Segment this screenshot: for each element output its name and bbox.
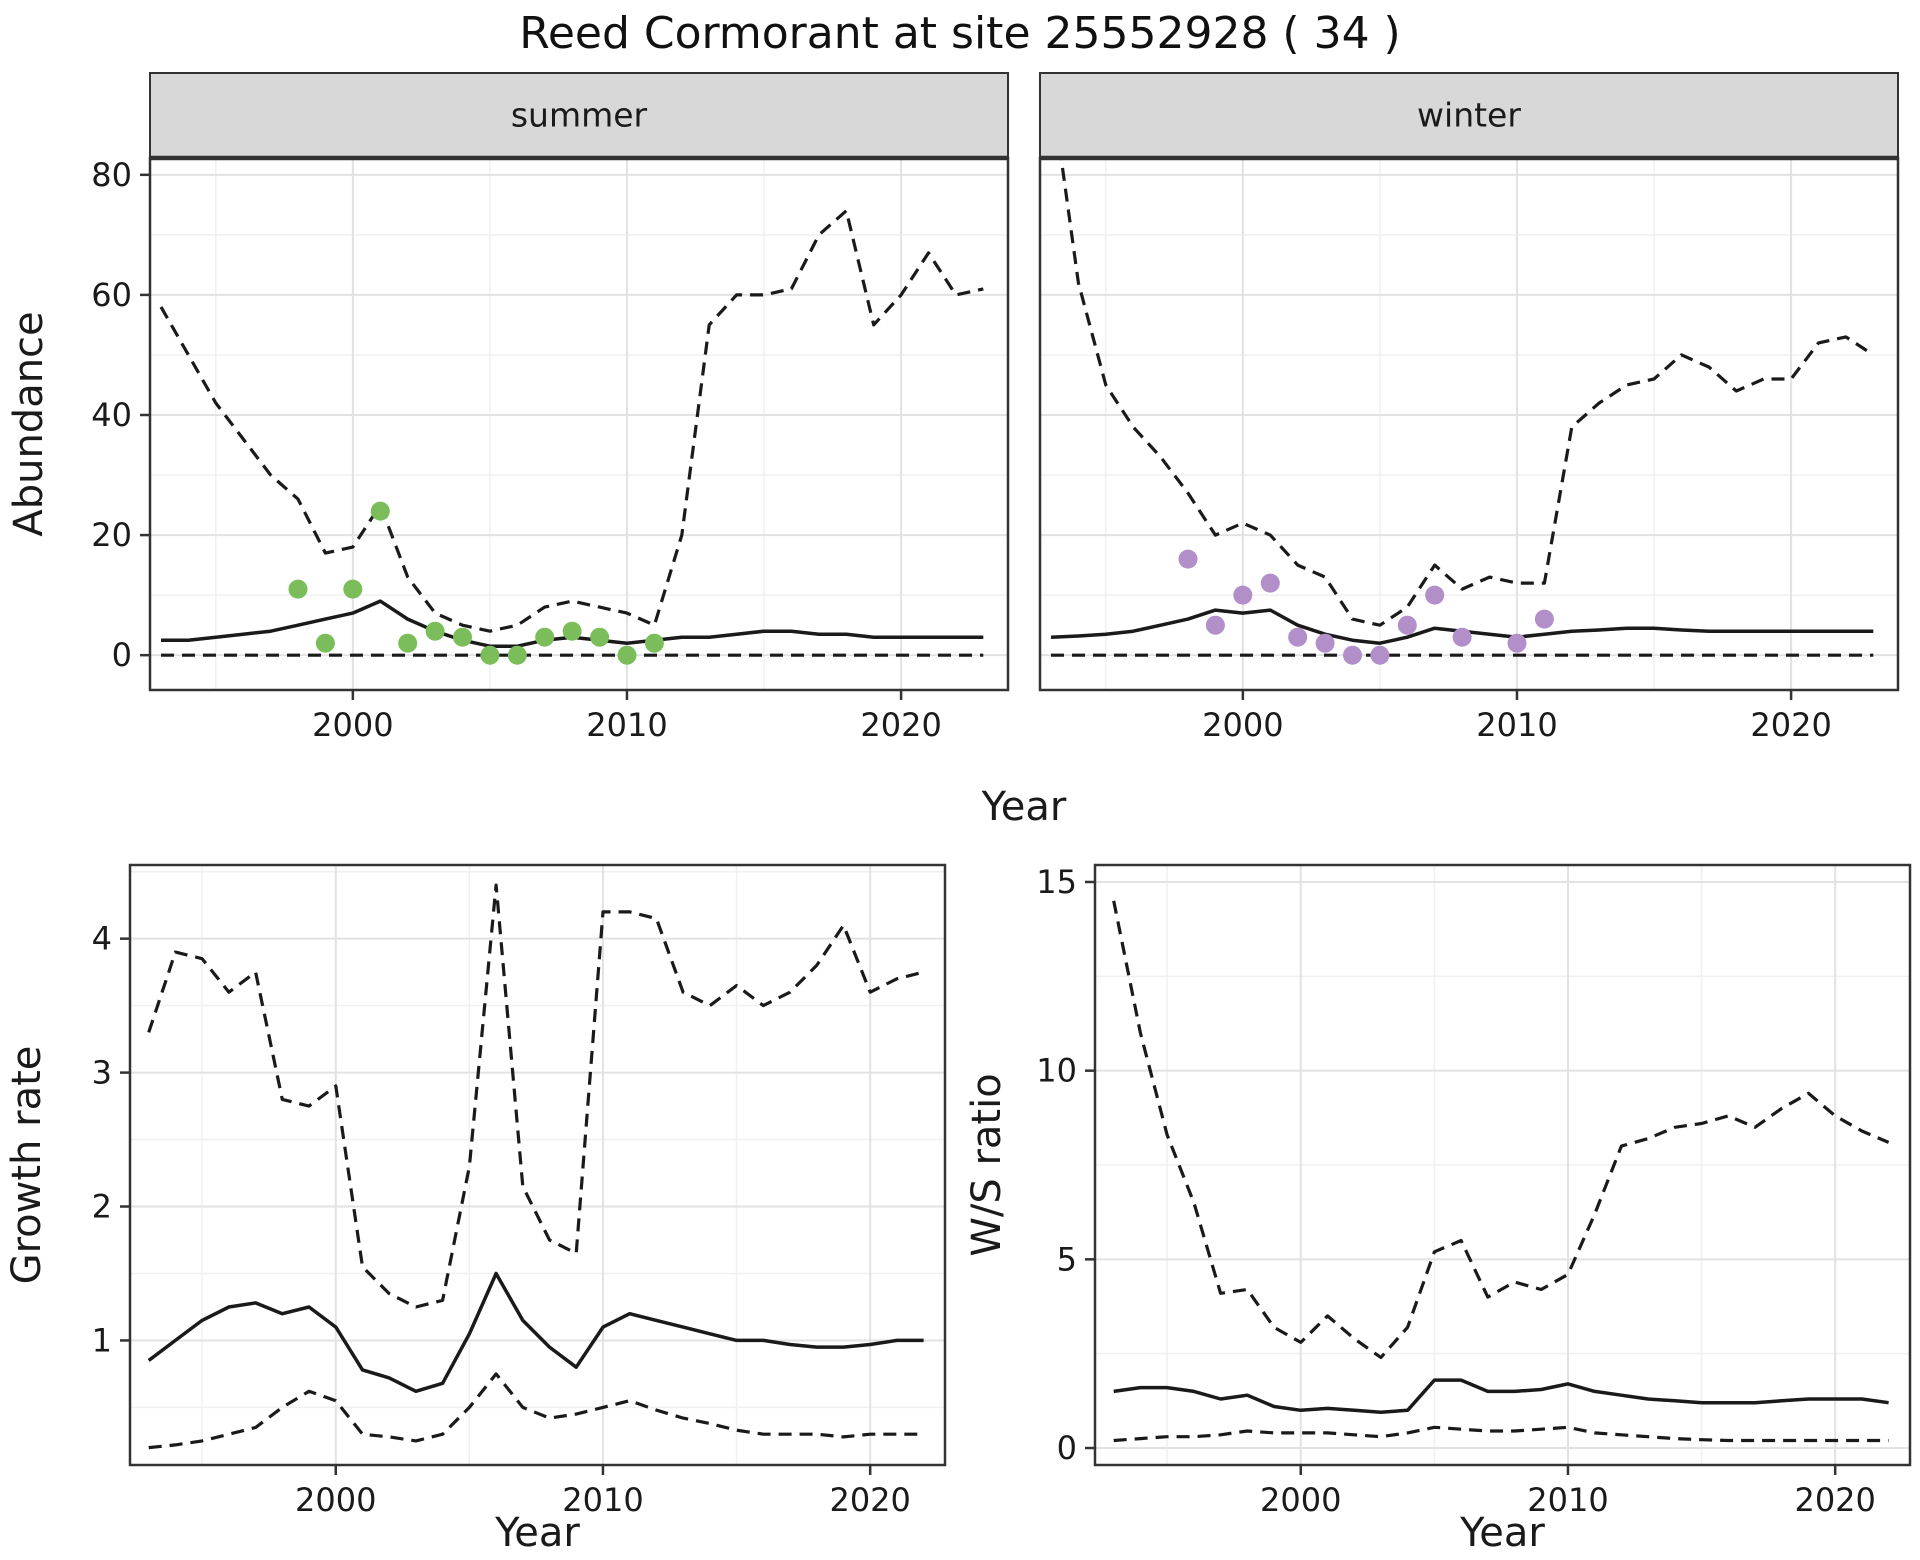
observed-summer-point	[590, 627, 610, 647]
y-tick-label: 5	[1057, 1240, 1077, 1278]
y-tick-label: 2	[92, 1188, 112, 1226]
observed-winter-point	[1233, 585, 1253, 605]
growth-rate-chart: 2000 2010 2020 1 2 3 4 Growth rate Year	[4, 863, 947, 1556]
growth-rate-upper-ci-line	[147, 883, 924, 1309]
observed-winter-point	[1260, 573, 1280, 593]
abundance-winter-upper-ci-line	[1059, 158, 1875, 627]
ws-ratio-upper-ci-line	[1112, 900, 1890, 1360]
growth-rate-lower-ci-line	[148, 1372, 924, 1450]
y-axis-label-ws-ratio: W/S ratio	[964, 1073, 1010, 1256]
x-tick-label: 2000	[295, 1481, 376, 1519]
ws-ratio-chart: 2000 2010 2020 0 5 10 15 W/S ratio Year	[964, 863, 1912, 1556]
observed-summer-point	[644, 633, 664, 653]
abundance-summer-series-group	[159, 209, 984, 665]
observed-winter-point	[1397, 615, 1417, 635]
abundance-summer-upper-ci-line	[159, 209, 984, 633]
observed-summer-point	[480, 645, 500, 665]
growth-rate-median-line	[147, 1271, 924, 1394]
y-tick-label: 0	[1057, 1429, 1077, 1467]
x-tick-label: 2010	[586, 706, 667, 744]
growth-rate-panel-border	[128, 863, 947, 1467]
x-axis-label-year-ws: Year	[1459, 1510, 1545, 1556]
abundance-winter-panel-bg	[1040, 158, 1898, 690]
observed-winter-point	[1452, 627, 1472, 647]
facet-strip-label-summer: summer	[511, 96, 648, 135]
observed-summer-point	[398, 633, 418, 653]
observed-summer-point	[288, 579, 308, 599]
observed-summer-point	[507, 645, 527, 665]
y-tick-label: 1	[92, 1321, 112, 1359]
x-tick-label: 2010	[1476, 706, 1557, 744]
observed-summer-point	[343, 579, 363, 599]
abundance-summer-panel-bg	[150, 158, 1008, 690]
observed-summer-point	[370, 501, 390, 521]
ws-ratio-lower-ci-line	[1113, 1425, 1889, 1443]
y-axis-label-abundance: Abundance	[6, 311, 52, 536]
observed-summer-point	[535, 627, 555, 647]
x-tick-label: 2000	[312, 706, 393, 744]
ws-ratio-median-line	[1113, 1378, 1889, 1414]
observed-winter-point	[1343, 645, 1362, 665]
y-tick-label: 4	[92, 920, 112, 958]
x-tick-label: 2020	[1794, 1481, 1875, 1519]
abundance-winter-series-group	[1050, 158, 1875, 665]
growth-rate-panel-bg	[130, 865, 945, 1465]
y-tick-label: 10	[1036, 1052, 1077, 1090]
observed-winter-point	[1288, 627, 1308, 647]
x-tick-label: 2000	[1202, 706, 1283, 744]
ws-ratio-series-group	[1112, 900, 1890, 1443]
observed-winter-point	[1370, 645, 1390, 665]
x-tick-label: 2020	[1750, 706, 1831, 744]
observed-winter-point	[1425, 585, 1445, 605]
y-tick-label: 60	[91, 276, 132, 314]
bottom-charts-row: 2000 2010 2020 1 2 3 4 Growth rate Year 2000 2010…	[0, 840, 1920, 1560]
y-tick-label: 40	[91, 396, 132, 434]
x-axis-label-year-top: Year	[981, 784, 1067, 830]
y-tick-label: 80	[91, 156, 132, 194]
abundance-faceted-chart: 2000 2010 2020 0 20 40 60 80 summer 2000 2010 2020 w…	[6, 72, 1900, 830]
observed-summer-point	[315, 633, 335, 653]
x-tick-label: 2000	[1260, 1481, 1341, 1519]
observed-winter-point	[1205, 615, 1225, 635]
x-axis-label-year-growth: Year	[494, 1510, 580, 1556]
observed-summer-point	[562, 621, 582, 641]
facet-strip-summer	[149, 72, 1009, 159]
y-tick-label: 15	[1036, 863, 1077, 901]
y-tick-label: 0	[112, 636, 132, 674]
x-tick-label: 2020	[829, 1481, 910, 1519]
observed-summer-point	[425, 621, 445, 641]
x-tick-label: 2020	[860, 706, 941, 744]
facet-strip-label-winter: winter	[1417, 96, 1521, 135]
observed-winter-point	[1315, 633, 1335, 653]
ws-ratio-panel-border	[1093, 863, 1912, 1467]
y-axis-label-growth-rate: Growth rate	[4, 1046, 50, 1285]
x-tick-label: 2010	[1527, 1481, 1608, 1519]
y-tick-label: 3	[92, 1054, 112, 1092]
y-tick-label: 20	[91, 516, 132, 554]
page-title: Reed Cormorant at site 25552928 ( 34 )	[519, 8, 1401, 59]
observed-summer-point	[617, 645, 637, 665]
observed-winter-point	[1534, 609, 1554, 629]
observed-winter-point	[1507, 633, 1527, 653]
x-tick-label: 2010	[562, 1481, 643, 1519]
growth-rate-series-group	[147, 883, 924, 1450]
observed-winter-point	[1178, 549, 1198, 569]
observed-summer-point	[453, 627, 472, 647]
